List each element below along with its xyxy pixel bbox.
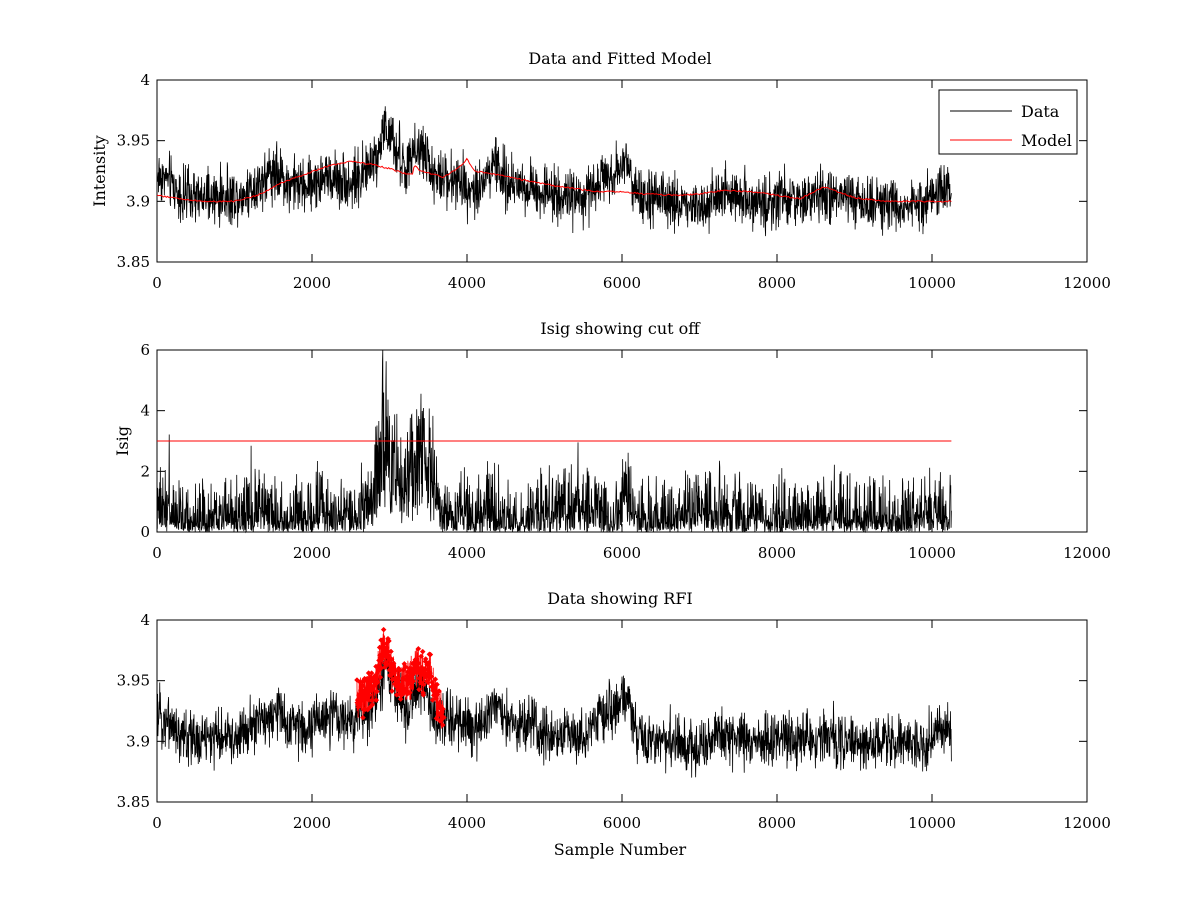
x-tick-label: 4000 <box>448 274 486 292</box>
panel1-ylabel: Intensity <box>90 135 109 207</box>
x-tick-label: 10000 <box>908 274 956 292</box>
x-tick-label: 2000 <box>293 274 331 292</box>
y-tick-label: 3.85 <box>117 793 150 811</box>
x-tick-label: 0 <box>152 814 162 832</box>
x-tick-label: 12000 <box>1063 274 1111 292</box>
series-rfi-line <box>356 629 445 729</box>
y-tick-label: 4 <box>140 611 150 629</box>
panel3-plot-area: 0 2000 4000 6000 8000 10000 12000 3.85 3.9 3.95 4 <box>117 611 1111 832</box>
x-tick-label: 2000 <box>293 544 331 562</box>
x-tick-label: 8000 <box>758 274 796 292</box>
panel2-title: Isig showing cut off <box>540 319 701 338</box>
series-isig <box>156 349 952 534</box>
legend-data-label: Data <box>1021 102 1060 121</box>
panel1-legend: Data Model <box>938 89 1078 155</box>
legend-box <box>938 89 1078 155</box>
rfi-marker <box>416 686 422 693</box>
panel1-title: Data and Fitted Model <box>528 49 711 68</box>
y-tick-label: 3.85 <box>117 253 150 271</box>
panel2-ylabel: Isig <box>113 426 132 456</box>
series-model <box>156 157 952 203</box>
x-tick-label: 12000 <box>1063 544 1111 562</box>
x-tick-label: 8000 <box>758 544 796 562</box>
series-data <box>156 644 952 778</box>
x-tick-label: 6000 <box>603 814 641 832</box>
y-tick-label: 3.9 <box>126 732 150 750</box>
panel2-plot-area: 0 2000 4000 6000 8000 10000 12000 0 2 4 6 <box>140 341 1110 562</box>
legend-model-label: Model <box>1021 131 1072 150</box>
x-tick-label: 8000 <box>758 814 796 832</box>
y-tick-label: 3.95 <box>117 672 150 690</box>
y-tick-label: 2 <box>140 462 150 480</box>
x-tick-label: 10000 <box>908 544 956 562</box>
y-tick-label: 4 <box>140 71 150 89</box>
x-tick-label: 10000 <box>908 814 956 832</box>
y-tick-label: 3.95 <box>117 132 150 150</box>
series-data <box>156 106 952 237</box>
x-tick-label: 0 <box>152 274 162 292</box>
panel-isig-cutoff: Isig showing cut off Isig 0 2000 4000 6000 8… <box>113 319 1111 562</box>
panel1-plot-area: 0 2000 4000 6000 8000 10000 12000 3.85 3.9 3.95 4 <box>117 71 1111 292</box>
panel-data-fitted-model: Data and Fitted Model Intensity 0 2000 400… <box>90 49 1111 292</box>
y-tick-label: 4 <box>140 402 150 420</box>
y-tick-label: 3.9 <box>126 192 150 210</box>
panel3-xlabel: Sample Number <box>554 840 687 859</box>
y-tick-label: 6 <box>140 341 150 359</box>
x-tick-label: 6000 <box>603 544 641 562</box>
x-tick-label: 4000 <box>448 814 486 832</box>
x-tick-label: 2000 <box>293 814 331 832</box>
x-tick-label: 4000 <box>448 544 486 562</box>
panel-data-rfi: Data showing RFI Sample Number 0 2000 4000… <box>117 589 1111 859</box>
x-tick-label: 12000 <box>1063 814 1111 832</box>
rfi-marker <box>397 696 404 702</box>
x-tick-label: 6000 <box>603 274 641 292</box>
panel3-title: Data showing RFI <box>547 589 692 608</box>
y-tick-label: 0 <box>140 523 150 541</box>
x-tick-label: 0 <box>152 544 162 562</box>
